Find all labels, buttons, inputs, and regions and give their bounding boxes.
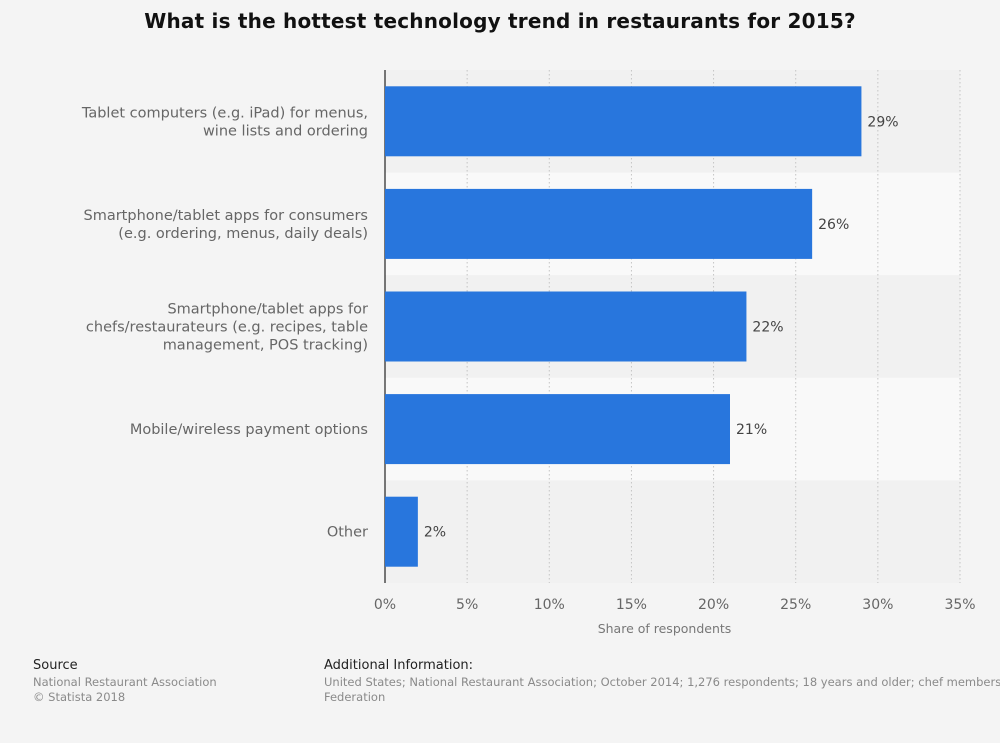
x-tick-label: 10% (534, 597, 565, 613)
bar (385, 291, 747, 362)
x-tick-label: 0% (374, 597, 396, 613)
x-tick-label: 25% (780, 597, 811, 613)
additional-info-line: United States; National Restaurant Assoc… (324, 674, 1000, 689)
additional-info-line: Federation (324, 690, 386, 704)
additional-info-heading: Additional Information: (324, 658, 474, 673)
category-label: Smartphone/tablet apps for chefs/restaura… (86, 302, 368, 354)
bar (385, 86, 862, 157)
x-tick-label: 5% (456, 597, 478, 613)
bar-chart: 29% 26% 22% 21% 2% Tablet computers (e.g. iP… (81, 70, 976, 636)
additional-info-block: Additional Information: United States; N… (324, 658, 1000, 706)
row-band (385, 480, 960, 583)
source-line: National Restaurant Association (33, 674, 217, 689)
source-heading: Source (33, 658, 78, 673)
bar (385, 394, 730, 465)
category-label: Smartphone/tablet apps for consumers (e.g… (84, 208, 369, 242)
category-label: Tablet computers (e.g. iPad) for menus, w… (81, 105, 368, 139)
copyright-line: © Statista 2018 (33, 690, 126, 704)
source-block: Source National Restaurant Association ©… (33, 658, 217, 706)
category-label: Mobile/wireless payment options (130, 422, 368, 438)
bar (385, 188, 813, 259)
chart-title: What is the hottest technology trend in … (144, 9, 856, 33)
x-axis-label: Share of respondents (598, 621, 732, 636)
bar-value-label: 26% (818, 217, 849, 233)
category-label: Other (327, 525, 368, 541)
bar-value-label: 2% (424, 525, 446, 541)
x-tick-label: 30% (862, 597, 893, 613)
x-tick-label: 35% (944, 597, 975, 613)
bar-value-label: 21% (736, 422, 767, 438)
bar-value-label: 22% (752, 320, 783, 336)
x-tick-label: 15% (616, 597, 647, 613)
bar-value-label: 29% (867, 114, 898, 130)
bar (385, 496, 418, 567)
x-tick-label: 20% (698, 597, 729, 613)
